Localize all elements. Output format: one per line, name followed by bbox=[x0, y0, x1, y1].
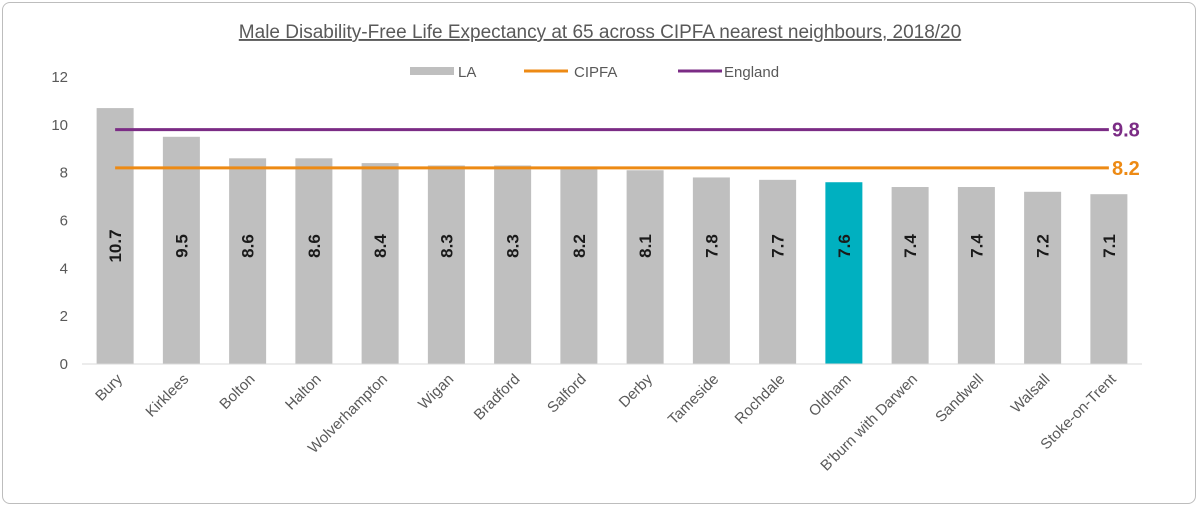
data-label: 10.7 bbox=[106, 229, 125, 262]
legend-label-cipfa: CIPFA bbox=[574, 64, 617, 81]
y-tick-label: 6 bbox=[60, 213, 68, 230]
x-tick-label: Kirklees bbox=[142, 371, 192, 421]
x-tick-label: Bradford bbox=[471, 371, 524, 424]
data-label: 8.4 bbox=[371, 234, 390, 258]
data-label: 7.4 bbox=[967, 234, 986, 258]
data-label: 8.3 bbox=[504, 234, 523, 258]
bar bbox=[1024, 191, 1062, 364]
y-tick-label: 10 bbox=[51, 117, 68, 134]
bar bbox=[494, 165, 532, 364]
legend-swatch-la bbox=[410, 67, 454, 75]
y-tick-label: 4 bbox=[60, 260, 68, 277]
data-label: 9.5 bbox=[172, 234, 191, 258]
bar bbox=[692, 177, 730, 364]
data-label: 7.8 bbox=[702, 234, 721, 258]
x-tick-label: Walsall bbox=[1008, 371, 1054, 417]
reference-lines: 8.2 9.8 bbox=[115, 120, 1140, 180]
data-label: 8.1 bbox=[636, 234, 655, 258]
y-tick-label: 0 bbox=[60, 356, 68, 373]
bar bbox=[295, 158, 333, 364]
data-label: 7.7 bbox=[769, 234, 788, 258]
data-label: 8.6 bbox=[239, 234, 258, 258]
legend-label-england: England bbox=[724, 64, 779, 81]
x-tick-label: Halton bbox=[282, 371, 325, 414]
bar bbox=[162, 136, 200, 364]
bar bbox=[361, 163, 399, 364]
bar bbox=[626, 170, 664, 364]
data-label: 7.6 bbox=[835, 234, 854, 258]
bar bbox=[427, 165, 465, 364]
data-label: 7.1 bbox=[1100, 234, 1119, 258]
x-tick-label: Bury bbox=[92, 370, 126, 404]
legend-item-cipfa: CIPFA bbox=[524, 64, 617, 81]
legend-item-england: England bbox=[678, 64, 779, 81]
bar bbox=[891, 187, 929, 364]
bar bbox=[825, 182, 863, 364]
data-label: 8.2 bbox=[570, 234, 589, 258]
data-label: 8.3 bbox=[437, 234, 456, 258]
data-label: 7.4 bbox=[901, 234, 920, 258]
x-tick-label: Sandwell bbox=[932, 371, 987, 426]
bars: 10.7 9.5 8.6 8.6 8.4 8.3 8.3 8.2 8.1 7.8 7.7 7.6 7.4… bbox=[96, 108, 1128, 364]
bar bbox=[759, 179, 797, 364]
x-tick-label: Derby bbox=[616, 370, 657, 411]
y-tick-label: 8 bbox=[60, 165, 68, 182]
reference-label-cipfa: 8.2 bbox=[1112, 158, 1140, 180]
x-tick-label: Salford bbox=[544, 371, 590, 417]
bar bbox=[957, 187, 995, 364]
x-tick-label: Wigan bbox=[415, 371, 457, 413]
data-label: 7.2 bbox=[1034, 234, 1053, 258]
bar bbox=[1090, 194, 1128, 364]
legend-item-la: LA bbox=[410, 64, 476, 81]
chart-title: Male Disability-Free Life Expectancy at … bbox=[239, 22, 961, 43]
legend: LA CIPFA England bbox=[410, 64, 779, 81]
bar bbox=[560, 167, 598, 364]
x-tick-label: Tameside bbox=[665, 371, 722, 428]
y-axis: 0 2 4 6 8 10 12 bbox=[51, 69, 68, 373]
y-tick-label: 12 bbox=[51, 69, 68, 86]
data-label: 8.6 bbox=[305, 234, 324, 258]
x-tick-label: Rochdale bbox=[732, 371, 789, 428]
bar bbox=[96, 108, 134, 364]
bar bbox=[229, 158, 267, 364]
x-tick-label: Bolton bbox=[216, 371, 258, 413]
legend-label-la: LA bbox=[458, 64, 476, 81]
reference-label-england: 9.8 bbox=[1112, 120, 1140, 142]
y-tick-label: 2 bbox=[60, 308, 68, 325]
x-tick-label: Oldham bbox=[806, 371, 855, 420]
